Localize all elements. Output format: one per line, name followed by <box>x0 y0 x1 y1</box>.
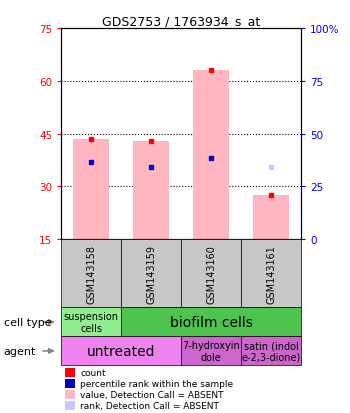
Text: count: count <box>80 368 106 377</box>
Text: GSM143161: GSM143161 <box>266 244 276 303</box>
Bar <box>133 141 169 240</box>
Text: cell type: cell type <box>4 317 51 327</box>
Text: biofilm cells: biofilm cells <box>170 315 253 329</box>
Text: GSM143160: GSM143160 <box>206 244 216 303</box>
Text: rank, Detection Call = ABSENT: rank, Detection Call = ABSENT <box>80 401 219 410</box>
Text: GSM143158: GSM143158 <box>86 244 96 303</box>
Text: suspension
cells: suspension cells <box>64 311 119 333</box>
Text: agent: agent <box>4 346 36 356</box>
Text: percentile rank within the sample: percentile rank within the sample <box>80 379 234 388</box>
Text: untreated: untreated <box>87 344 155 358</box>
Title: GDS2753 / 1763934_s_at: GDS2753 / 1763934_s_at <box>102 15 260 28</box>
Bar <box>253 196 289 240</box>
Text: value, Detection Call = ABSENT: value, Detection Call = ABSENT <box>80 390 224 399</box>
Text: 7-hydroxyin
dole: 7-hydroxyin dole <box>182 340 240 362</box>
Text: satin (indol
e-2,3-dione): satin (indol e-2,3-dione) <box>241 340 301 362</box>
Bar <box>193 71 229 240</box>
Text: GSM143159: GSM143159 <box>146 244 156 303</box>
Bar <box>73 140 109 240</box>
